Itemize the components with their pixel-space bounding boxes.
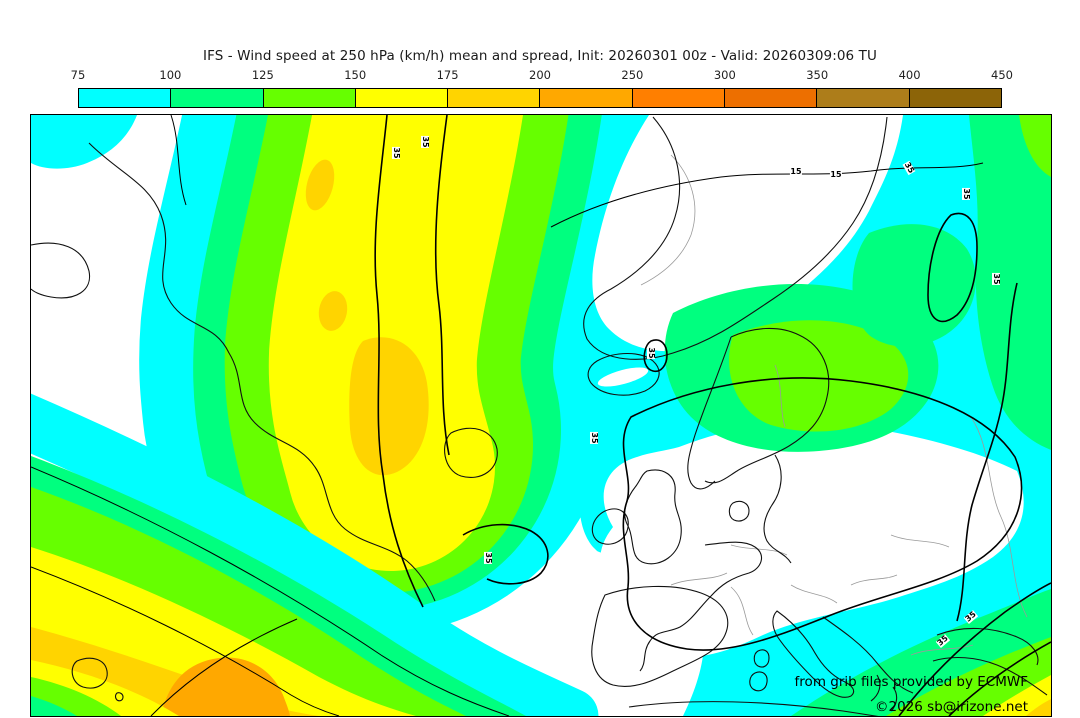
- colorbar-segment: [725, 89, 818, 107]
- coast-sardinia: [749, 671, 768, 692]
- colorbar-tick-label: 125: [251, 68, 274, 82]
- contour-value-label: 35: [963, 609, 979, 624]
- coast-newfoundland: [444, 427, 498, 478]
- colorbar-segment: [632, 89, 726, 107]
- spread-contours-15: [31, 115, 984, 716]
- contour-value-label: 35: [421, 135, 430, 149]
- colorbar-ticks: 75 100 125 150 175 200 250 300 350 400 450: [71, 68, 1013, 84]
- wind-speed-fill-regions: [31, 115, 1051, 716]
- patch-nwjet-gold1: [305, 159, 335, 211]
- band-swjet-cyan: [31, 393, 599, 716]
- colorbar-segment: [540, 89, 633, 107]
- coast-baltic: [763, 454, 792, 564]
- contour-value-label: 15: [789, 167, 803, 176]
- contour-value-label: 15: [829, 170, 843, 179]
- coast-iberia: [591, 585, 729, 687]
- colorbar-tick-label: 200: [529, 68, 551, 82]
- contour-label-layer: 35 35 15 15 35 35 35 35 35 35 35 35: [31, 115, 1051, 716]
- region-topleft-cyan: [31, 115, 137, 169]
- region-midright-springgreen: [852, 224, 976, 347]
- corner-se-green: [886, 637, 1051, 716]
- patch-nwjet-gold2: [318, 291, 348, 331]
- contour-value-label: 35: [962, 187, 971, 201]
- coast-ireland: [591, 508, 629, 545]
- coast-north-america: [88, 142, 436, 602]
- region-scandinavia-green: [729, 320, 909, 432]
- coast-hudson: [31, 242, 91, 299]
- colorbar-tick-label: 450: [991, 68, 1013, 82]
- region-rightedge-springgreen: [969, 115, 1051, 450]
- contour-value-label: 35: [992, 272, 1001, 286]
- coast-norway: [687, 336, 732, 490]
- colorbar-tick-label: 150: [344, 68, 367, 82]
- region-topright-green: [1019, 115, 1051, 177]
- colorbar-tick-label: 350: [806, 68, 829, 82]
- weather-map-figure: [31, 115, 1051, 716]
- colorbar: [78, 88, 1002, 108]
- country-borders: [640, 154, 1028, 656]
- colorbar-segment: [79, 89, 172, 107]
- colorbar-tick-label: 300: [713, 68, 736, 82]
- colorbar-segment: [448, 89, 541, 107]
- region-europe-white: [600, 421, 1024, 657]
- colorbar-tick-label: 75: [70, 68, 86, 82]
- region-iceland-white: [597, 367, 649, 387]
- coast-africa: [628, 701, 879, 716]
- contour-value-label: 35: [392, 146, 401, 160]
- colorbar-segment: [909, 89, 1001, 107]
- corner-se-gold: [1026, 699, 1051, 716]
- coastlines: [31, 116, 1048, 716]
- spread-contours-35: [374, 115, 1051, 716]
- colorbar-segment: [817, 89, 910, 107]
- coast-greenland: [583, 116, 888, 360]
- coast-corsica: [753, 649, 770, 668]
- colorbar-tick-label: 175: [436, 68, 459, 82]
- colorbar-tick-label: 100: [159, 68, 182, 82]
- colorbar-segment: [171, 89, 264, 107]
- coast-westeurope: [639, 541, 763, 672]
- spread-contours: [31, 115, 1051, 716]
- colorbar-tick-label: 400: [898, 68, 921, 82]
- coast-scandinavia: [704, 327, 830, 484]
- coast-iceland: [587, 352, 660, 396]
- contour-value-label: 35: [590, 431, 599, 445]
- colorbar-segment: [263, 89, 356, 107]
- coast-balkans-greece: [822, 616, 914, 712]
- corner-ring-springgreen: [31, 696, 77, 716]
- map-title: IFS - Wind speed at 250 hPa (km/h) mean …: [203, 48, 877, 64]
- patch-swjet-orange-core: [161, 657, 290, 716]
- contour-value-label: 35: [902, 160, 917, 176]
- region-iberia-white: [576, 547, 704, 716]
- patch-nwjet-gold3: [349, 337, 429, 476]
- contour-value-label: 35: [484, 551, 493, 565]
- contour-value-label: 35: [647, 346, 656, 360]
- colorbar-tick-label: 250: [621, 68, 644, 82]
- coast-britain: [624, 469, 682, 565]
- coast-denmark: [728, 500, 750, 522]
- coast-azores: [71, 657, 124, 702]
- contour-value-label: 35: [935, 633, 951, 648]
- map-area: 35 35 15 15 35 35 35 35 35 35 35 35: [30, 114, 1052, 717]
- colorbar-segment: [355, 89, 449, 107]
